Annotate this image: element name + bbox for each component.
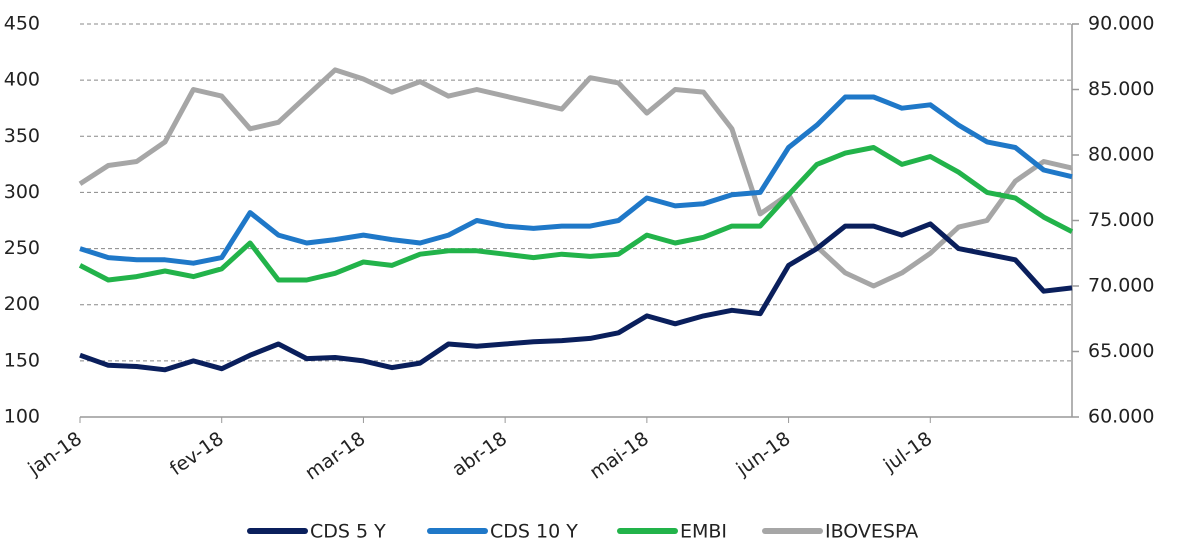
x-tick-label: jul-18 [879, 428, 936, 477]
y2-tick-label: 75.000 [1088, 209, 1154, 231]
series-line [79, 221, 1073, 373]
legend-label: EMBI [680, 521, 727, 543]
legend-label: CDS 10 Y [490, 521, 578, 543]
x-tick-label: jan-18 [23, 428, 86, 481]
x-tick-label: mar-18 [301, 428, 369, 485]
y-tick-label: 150 [4, 349, 40, 371]
y2-tick-label: 60.000 [1088, 406, 1154, 428]
y2-tick-label: 90.000 [1088, 13, 1154, 35]
y2-tick-label: 70.000 [1088, 275, 1154, 297]
x-tick-label: abr-18 [448, 428, 511, 481]
y2-tick-label: 80.000 [1088, 144, 1154, 166]
y-tick-label: 350 [4, 125, 40, 147]
legend-label: CDS 5 Y [310, 521, 386, 543]
y2-tick-label: 85.000 [1088, 78, 1154, 100]
y-tick-label: 250 [4, 237, 40, 259]
y-tick-label: 300 [4, 181, 40, 203]
series-line [78, 145, 1074, 283]
y-tick-label: 400 [4, 69, 40, 91]
y-tick-label: 450 [4, 13, 40, 35]
x-tick-label: fev-18 [166, 428, 228, 481]
x-tick-label: mai-18 [586, 428, 653, 484]
series-line [78, 67, 1073, 289]
legend-label: IBOVESPA [825, 521, 918, 543]
x-tick-label: jun-18 [732, 428, 795, 481]
series-line [79, 94, 1073, 266]
y2-tick-label: 65.000 [1088, 340, 1154, 362]
y-tick-label: 100 [4, 406, 40, 428]
y-tick-label: 200 [4, 293, 40, 315]
